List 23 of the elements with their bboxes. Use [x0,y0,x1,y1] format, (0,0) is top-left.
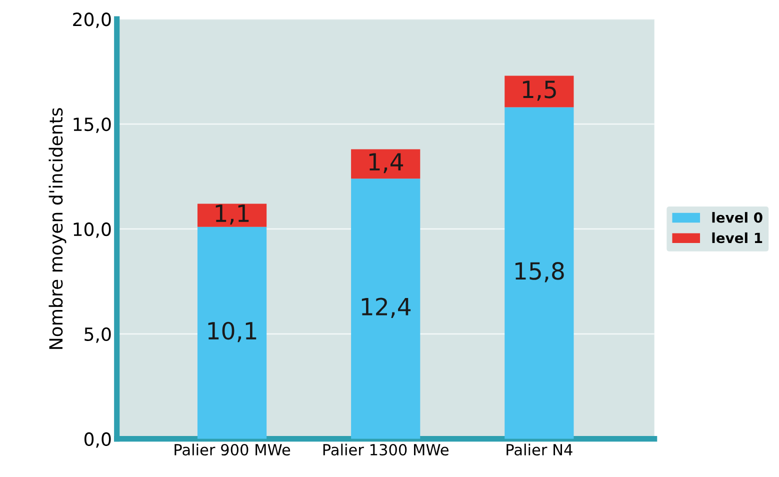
bar [197,204,267,227]
x-tick-label: Palier 900 MWe [174,444,290,456]
data-label: 1,1 [216,204,249,225]
y-tick-label: 15,0 [74,117,111,133]
y-tick-label: 20,0 [73,12,111,28]
data-label: 10,1 [208,322,256,342]
y-tick-label: 0,0 [84,432,111,448]
x-tick-label: Palier 1300 MWe [323,444,449,456]
bar [351,149,420,179]
y-tick-label: 10,0 [74,222,111,238]
bar [351,178,420,439]
y-tick-label: 5,0 [84,327,111,343]
legend-label: level 0 [712,212,762,223]
data-label: 1,4 [369,153,404,174]
y-axis-title: Nombre moyen d'incidents [48,108,66,349]
data-label: 15,8 [515,262,564,282]
data-label: 12,4 [362,298,411,318]
data-label: 1,5 [523,80,556,101]
bar [197,226,267,439]
legend-label: level 1 [712,232,762,244]
bar [504,107,574,439]
x-tick-label: Palier N4 [506,444,572,456]
bar [504,76,574,108]
